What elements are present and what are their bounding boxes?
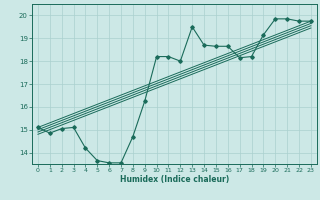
X-axis label: Humidex (Indice chaleur): Humidex (Indice chaleur) [120,175,229,184]
